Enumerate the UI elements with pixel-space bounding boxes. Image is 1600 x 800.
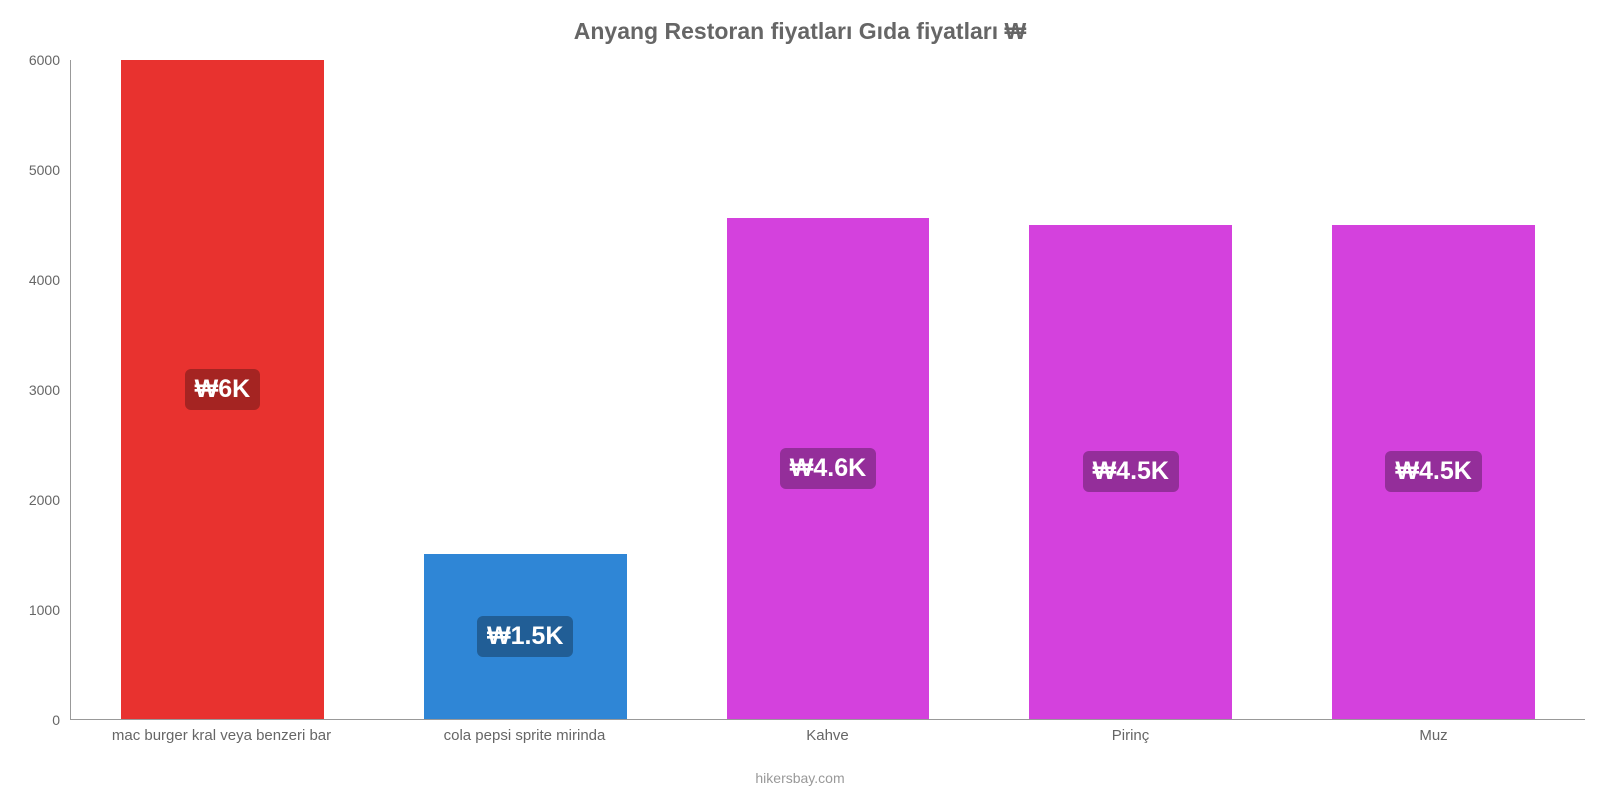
bar: ₩6K [121,60,324,719]
attribution-text: hikersbay.com [0,770,1600,786]
chart-container: Anyang Restoran fiyatları Gıda fiyatları… [0,0,1600,800]
x-tick-label: mac burger kral veya benzeri bar [70,727,373,744]
bar-cell: ₩6K [71,60,374,719]
bar-cell: ₩4.5K [1282,60,1585,719]
bar: ₩1.5K [424,554,627,719]
chart-title: Anyang Restoran fiyatları Gıda fiyatları… [0,18,1600,45]
bar-value-label: ₩1.5K [477,616,573,657]
y-tick-label: 0 [0,712,70,728]
bar: ₩4.6K [727,218,930,719]
bar-cell: ₩4.5K [979,60,1282,719]
x-tick-label: Muz [1282,727,1585,744]
y-tick-label: 3000 [0,382,70,398]
y-tick-label: 4000 [0,272,70,288]
plot-area: ₩6K ₩1.5K ₩4.6K ₩4.5K ₩4.5K [70,60,1585,720]
bar-value-label: ₩4.5K [1083,451,1179,492]
y-tick-label: 2000 [0,492,70,508]
x-tick-label: Kahve [676,727,979,744]
bar-value-label: ₩4.6K [780,448,876,489]
bars-row: ₩6K ₩1.5K ₩4.6K ₩4.5K ₩4.5K [71,60,1585,719]
y-tick-label: 1000 [0,602,70,618]
y-tick-label: 6000 [0,52,70,68]
bar-value-label: ₩6K [185,369,261,410]
bar-cell: ₩4.6K [677,60,980,719]
x-tick-label: Pirinç [979,727,1282,744]
x-tick-label: cola pepsi sprite mirinda [373,727,676,744]
bar-cell: ₩1.5K [374,60,677,719]
bar: ₩4.5K [1332,225,1535,719]
y-tick-label: 5000 [0,162,70,178]
bar-value-label: ₩4.5K [1385,451,1481,492]
bar: ₩4.5K [1029,225,1232,719]
x-axis-labels: mac burger kral veya benzeri barcola pep… [70,727,1585,744]
